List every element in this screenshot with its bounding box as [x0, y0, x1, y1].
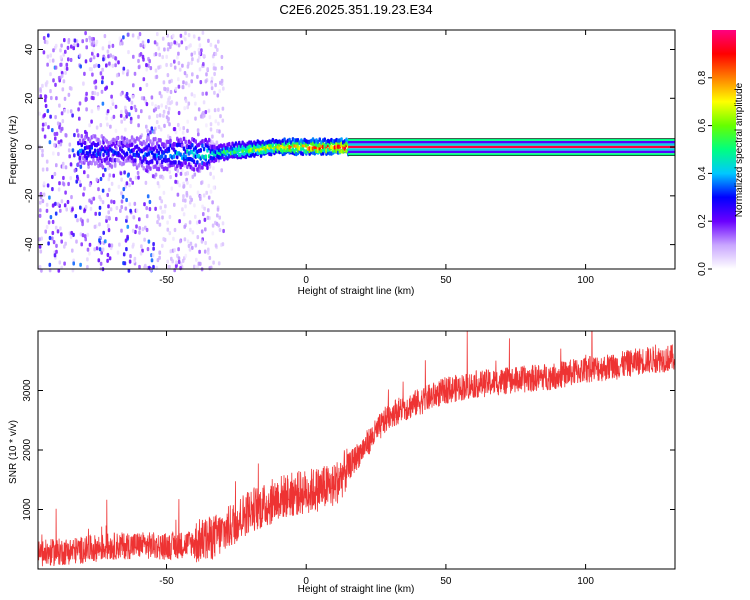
spectrogram-x-tick-label: -50	[159, 275, 174, 286]
colorbar-ticks: 0.0 0.2 0.4 0.6 0.8	[697, 70, 712, 276]
snr-y-tick-label: 2000	[22, 438, 33, 461]
spectrogram-ridge-layer	[77, 133, 675, 172]
spectrogram-panel: -50 0 50 100 -40 -20 0 20 40 Height of straight…	[8, 29, 676, 297]
snr-series-line	[38, 331, 675, 567]
figure-title: C2E6.2025.351.19.23.E34	[279, 2, 432, 17]
colorbar: 0.0 0.2 0.4 0.6 0.8 Normalized spectral ampl…	[697, 30, 745, 276]
snr-y-ticks: 1000 2000 3000	[22, 379, 675, 521]
spectrogram-y-axis-label: Frequency (Hz)	[8, 116, 19, 185]
spectrogram-y-tick-label: 0	[24, 144, 35, 150]
colorbar-tick-label: 0.8	[697, 70, 708, 84]
spectrogram-x-tick-label: 100	[577, 275, 594, 286]
snr-x-tick-label: -50	[159, 576, 174, 587]
spectrogram-y-tick-label: 20	[24, 92, 35, 104]
snr-y-axis-label: SNR (10 * v/v)	[8, 420, 19, 484]
spectrogram-x-tick-label: 0	[303, 275, 309, 286]
colorbar-tick-label: 0.2	[697, 214, 708, 228]
colorbar-tick-label: 0.4	[697, 166, 708, 180]
snr-panel: -50 0 50 100 1000 2000 3000 Height of straigh…	[8, 330, 676, 595]
snr-plot-area	[38, 331, 675, 569]
colorbar-label: Normalized spectral amplitude	[734, 82, 745, 217]
spectrogram-y-tick-label: -20	[24, 188, 35, 203]
spectrogram-frame	[37, 29, 676, 270]
snr-x-axis-label: Height of straight line (km)	[298, 584, 415, 595]
snr-x-tick-label: 50	[440, 576, 452, 587]
snr-y-tick-label: 3000	[22, 379, 33, 402]
snr-x-ticks: -50 0 50 100	[159, 331, 594, 587]
spectrogram-y-tick-label: -40	[24, 237, 35, 252]
colorbar-tick-label: 0.6	[697, 118, 708, 132]
snr-x-tick-label: 0	[303, 576, 309, 587]
spectrogram-x-tick-label: 50	[440, 275, 452, 286]
spectrogram-y-tick-label: 40	[24, 44, 35, 56]
spectrogram-x-axis-label: Height of straight line (km)	[298, 286, 415, 297]
spectrogram-y-ticks: -40 -20 0 20 40	[24, 44, 675, 252]
snr-y-tick-label: 1000	[22, 498, 33, 521]
colorbar-gradient	[712, 30, 736, 269]
snr-x-tick-label: 100	[577, 576, 594, 587]
spectrogram-x-ticks: -50 0 50 100	[159, 30, 594, 286]
colorbar-tick-label: 0.0	[697, 262, 708, 276]
